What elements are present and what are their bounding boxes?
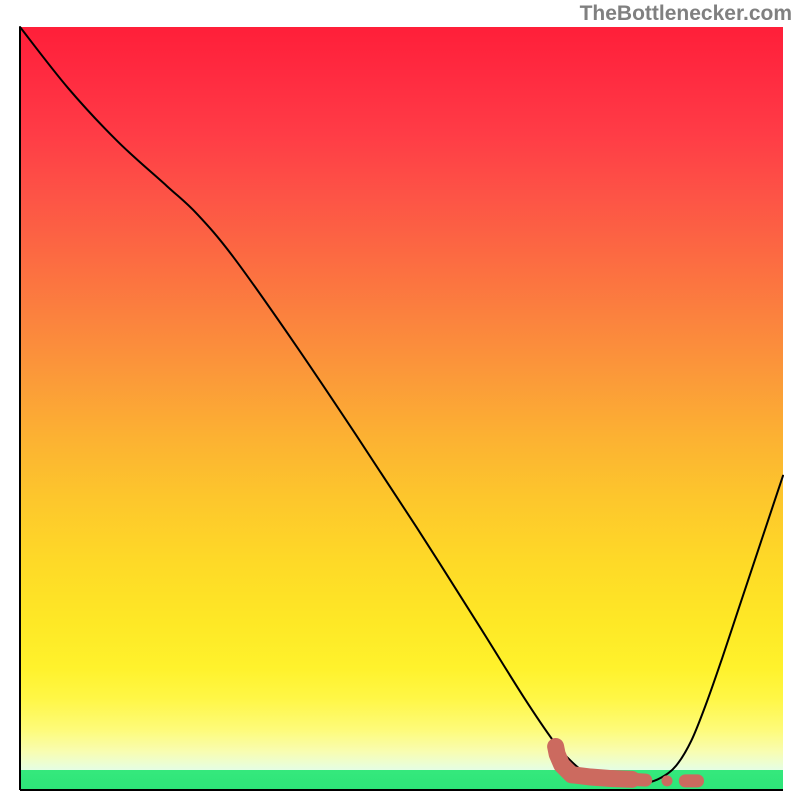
chart-container: TheBottlenecker.com bbox=[0, 0, 800, 800]
bottleneck-curve-chart bbox=[0, 0, 800, 800]
plot-background bbox=[20, 27, 783, 790]
